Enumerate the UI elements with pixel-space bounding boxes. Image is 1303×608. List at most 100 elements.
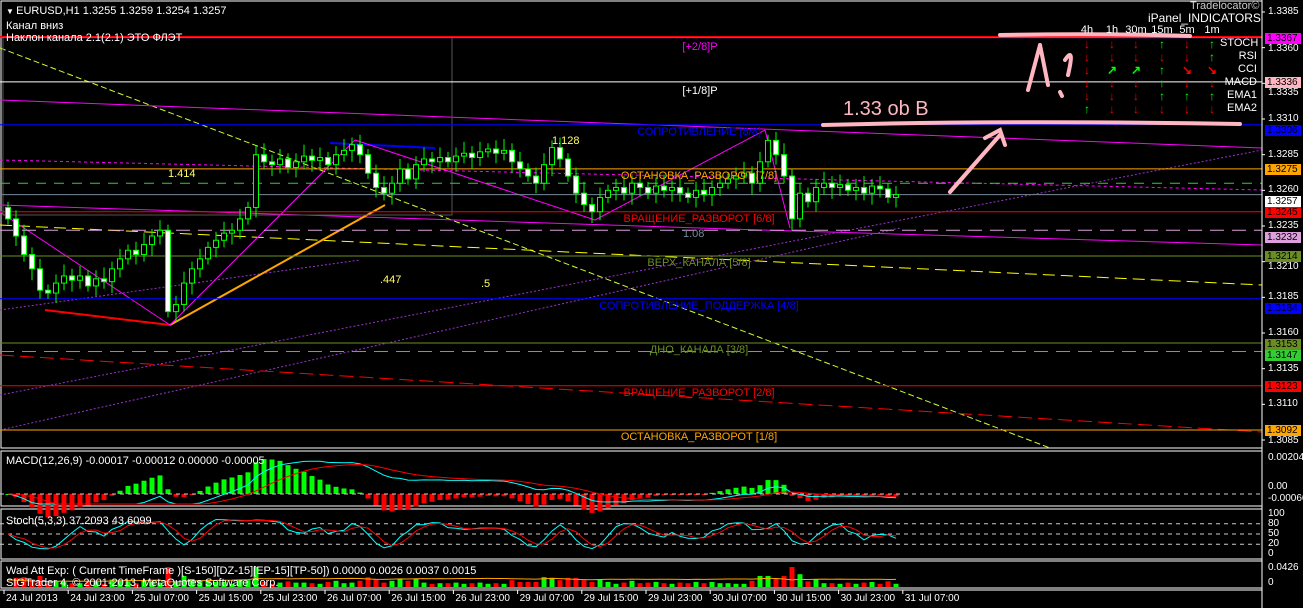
macd-histogram-bar (485, 494, 491, 496)
macd-histogram-bar (125, 485, 131, 494)
wad-histogram-bar (189, 579, 195, 587)
triangle-down-icon[interactable]: ▼ (6, 7, 17, 16)
zigzag-line (0, 211, 171, 326)
macd-histogram-bar (541, 494, 547, 505)
ipanel-indicator-name: MACD (1224, 76, 1257, 88)
arrow-up-icon: ↑ (1084, 102, 1090, 116)
channel-line (0, 204, 761, 231)
macd-histogram-bar (581, 494, 587, 510)
time-tick-label: 29 Jul 07:00 (519, 593, 575, 604)
channel-line (0, 99, 1263, 149)
bear-candle (509, 149, 515, 163)
macd-histogram-bar (277, 460, 283, 494)
chart-title[interactable]: ▼ EURUSD,H1 1.3255 1.3259 1.3254 1.3257 (6, 5, 227, 18)
wad-histogram-bar (301, 582, 307, 587)
time-tick-label: 26 Jul 07:00 (327, 593, 382, 604)
macd-histogram-bar (317, 479, 323, 494)
wad-histogram-bar (197, 580, 203, 587)
bull-candle (125, 249, 131, 260)
price-tick-label: 1.3360 (1268, 42, 1299, 54)
price-tag: 1.3153 (1265, 339, 1301, 350)
macd-histogram-bar (565, 494, 571, 502)
macd-histogram-bar (373, 494, 379, 506)
macd-histogram-bar (413, 494, 419, 507)
stoch-scale-50: 50 (1268, 528, 1280, 539)
bull-candle (453, 155, 459, 163)
price-tag: 1.3336 (1265, 76, 1301, 88)
arrow-down-icon: ↓ (1109, 102, 1115, 116)
macd-histogram-bar (725, 489, 731, 494)
arrow-down-icon: ↓ (1084, 89, 1090, 103)
channel-line (0, 224, 1263, 286)
macd-scale-min: -0.00066 (1268, 493, 1303, 504)
wad-histogram-bar (725, 583, 731, 587)
macd-histogram-bar (757, 485, 763, 494)
price-tick-label: 1.3110 (1268, 398, 1298, 410)
bull-candle (821, 182, 827, 188)
wad-histogram-bar (349, 582, 355, 587)
macd-histogram-bar (421, 494, 427, 504)
wad-histogram-bar (229, 583, 235, 587)
wad-histogram-bar (389, 580, 395, 587)
macd-scale-max: 0.00204 (1268, 452, 1303, 463)
bull-candle (421, 158, 427, 166)
channel-line (759, 229, 1263, 246)
wad-histogram-bar (157, 582, 163, 587)
macd-histogram-bar (789, 494, 795, 496)
bear-candle (517, 161, 523, 170)
wad-histogram-bar (77, 583, 83, 587)
wad-histogram-bar (413, 579, 419, 587)
macd-histogram-bar (109, 494, 115, 496)
wad-histogram-bar (461, 583, 467, 587)
bear-candle (565, 158, 571, 177)
bull-candle (485, 148, 491, 153)
murrey-level-label: [+1/8]P (682, 84, 718, 97)
channel-line (0, 354, 1263, 433)
bull-candle (341, 149, 347, 156)
bull-candle (733, 175, 739, 180)
wad-histogram-bar (477, 582, 483, 587)
macd-histogram-bar (221, 479, 227, 494)
arrow-up-right-icon: ↗ (1106, 63, 1118, 77)
wad-histogram-bar (485, 583, 491, 587)
wad-histogram-bar (149, 581, 155, 587)
arrow-down-icon: ↓ (1084, 76, 1090, 90)
bear-candle (373, 172, 379, 188)
wad-histogram-bar (653, 582, 659, 587)
macd-histogram-bar (229, 477, 235, 494)
macd-histogram-bar (173, 494, 179, 497)
bull-candle (869, 185, 875, 194)
ipanel-indicator-name: EMA1 (1227, 89, 1257, 101)
channel-line (0, 159, 1263, 191)
zigzag-line (329, 142, 436, 149)
time-tick-label: 26 Jul 23:00 (455, 593, 510, 604)
stoch-scale-80: 80 (1268, 518, 1280, 529)
wad-histogram-bar (165, 567, 171, 587)
bull-candle (549, 147, 555, 166)
macd-histogram-bar (869, 494, 875, 496)
murrey-level-label: ОСТАНОВКА_РАЗВОРОТ [1/8] (620, 431, 778, 444)
macd-histogram-bar (653, 494, 659, 496)
wad-histogram-bar (517, 582, 523, 587)
macd-histogram-bar (661, 494, 667, 496)
ipanel-indicator-name: STOCH (1220, 37, 1259, 49)
ipanel-timeframe: 1h (1105, 24, 1119, 36)
price-tag: 1.3245 (1265, 207, 1301, 219)
price-tick-label: 1.3335 (1268, 86, 1299, 98)
arrow-down-icon: ↓ (1184, 50, 1190, 64)
macd-histogram-bar (877, 494, 883, 496)
wad-histogram-bar (173, 582, 179, 587)
arrow-down-icon: ↓ (1084, 50, 1090, 64)
macd-histogram-bar (53, 494, 59, 517)
trend-line (0, 47, 1051, 449)
macd-histogram-bar (181, 494, 187, 498)
fan-line (0, 227, 901, 431)
price-tag: 1.3123 (1265, 380, 1301, 392)
wad-histogram-bar (885, 581, 891, 587)
bear-candle (781, 154, 787, 177)
wad-label: Wad Att Exp: ( Current TimeFrame )[S-150… (6, 565, 477, 577)
macd-histogram-bar (429, 494, 435, 502)
wad-histogram-bar (381, 582, 387, 587)
wad-histogram-bar (213, 582, 219, 587)
